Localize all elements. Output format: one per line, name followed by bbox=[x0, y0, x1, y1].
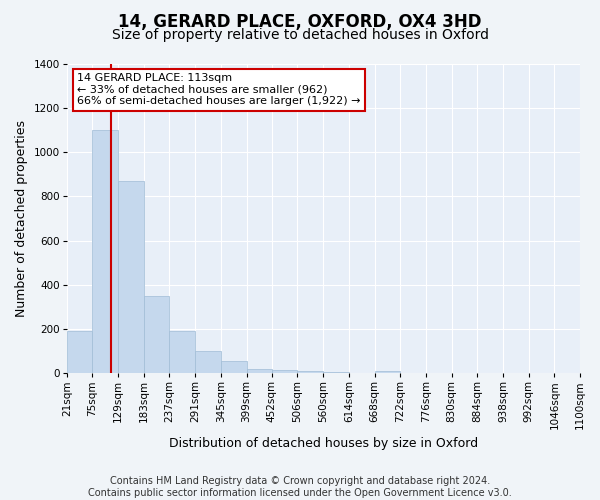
Text: Contains HM Land Registry data © Crown copyright and database right 2024.
Contai: Contains HM Land Registry data © Crown c… bbox=[88, 476, 512, 498]
Bar bbox=[272, 370, 298, 373]
Bar bbox=[298, 371, 323, 373]
Text: 14 GERARD PLACE: 113sqm
← 33% of detached houses are smaller (962)
66% of semi-d: 14 GERARD PLACE: 113sqm ← 33% of detache… bbox=[77, 74, 361, 106]
Text: Size of property relative to detached houses in Oxford: Size of property relative to detached ho… bbox=[112, 28, 488, 42]
Bar bbox=[374, 371, 400, 373]
Bar bbox=[118, 181, 144, 373]
Bar bbox=[169, 331, 195, 373]
Bar bbox=[247, 368, 272, 373]
Bar bbox=[195, 351, 221, 373]
Bar bbox=[67, 331, 92, 373]
Bar bbox=[323, 372, 349, 373]
Bar bbox=[221, 361, 247, 373]
Bar bbox=[144, 296, 169, 373]
Bar bbox=[92, 130, 118, 373]
Text: 14, GERARD PLACE, OXFORD, OX4 3HD: 14, GERARD PLACE, OXFORD, OX4 3HD bbox=[118, 12, 482, 30]
X-axis label: Distribution of detached houses by size in Oxford: Distribution of detached houses by size … bbox=[169, 437, 478, 450]
Y-axis label: Number of detached properties: Number of detached properties bbox=[15, 120, 28, 317]
